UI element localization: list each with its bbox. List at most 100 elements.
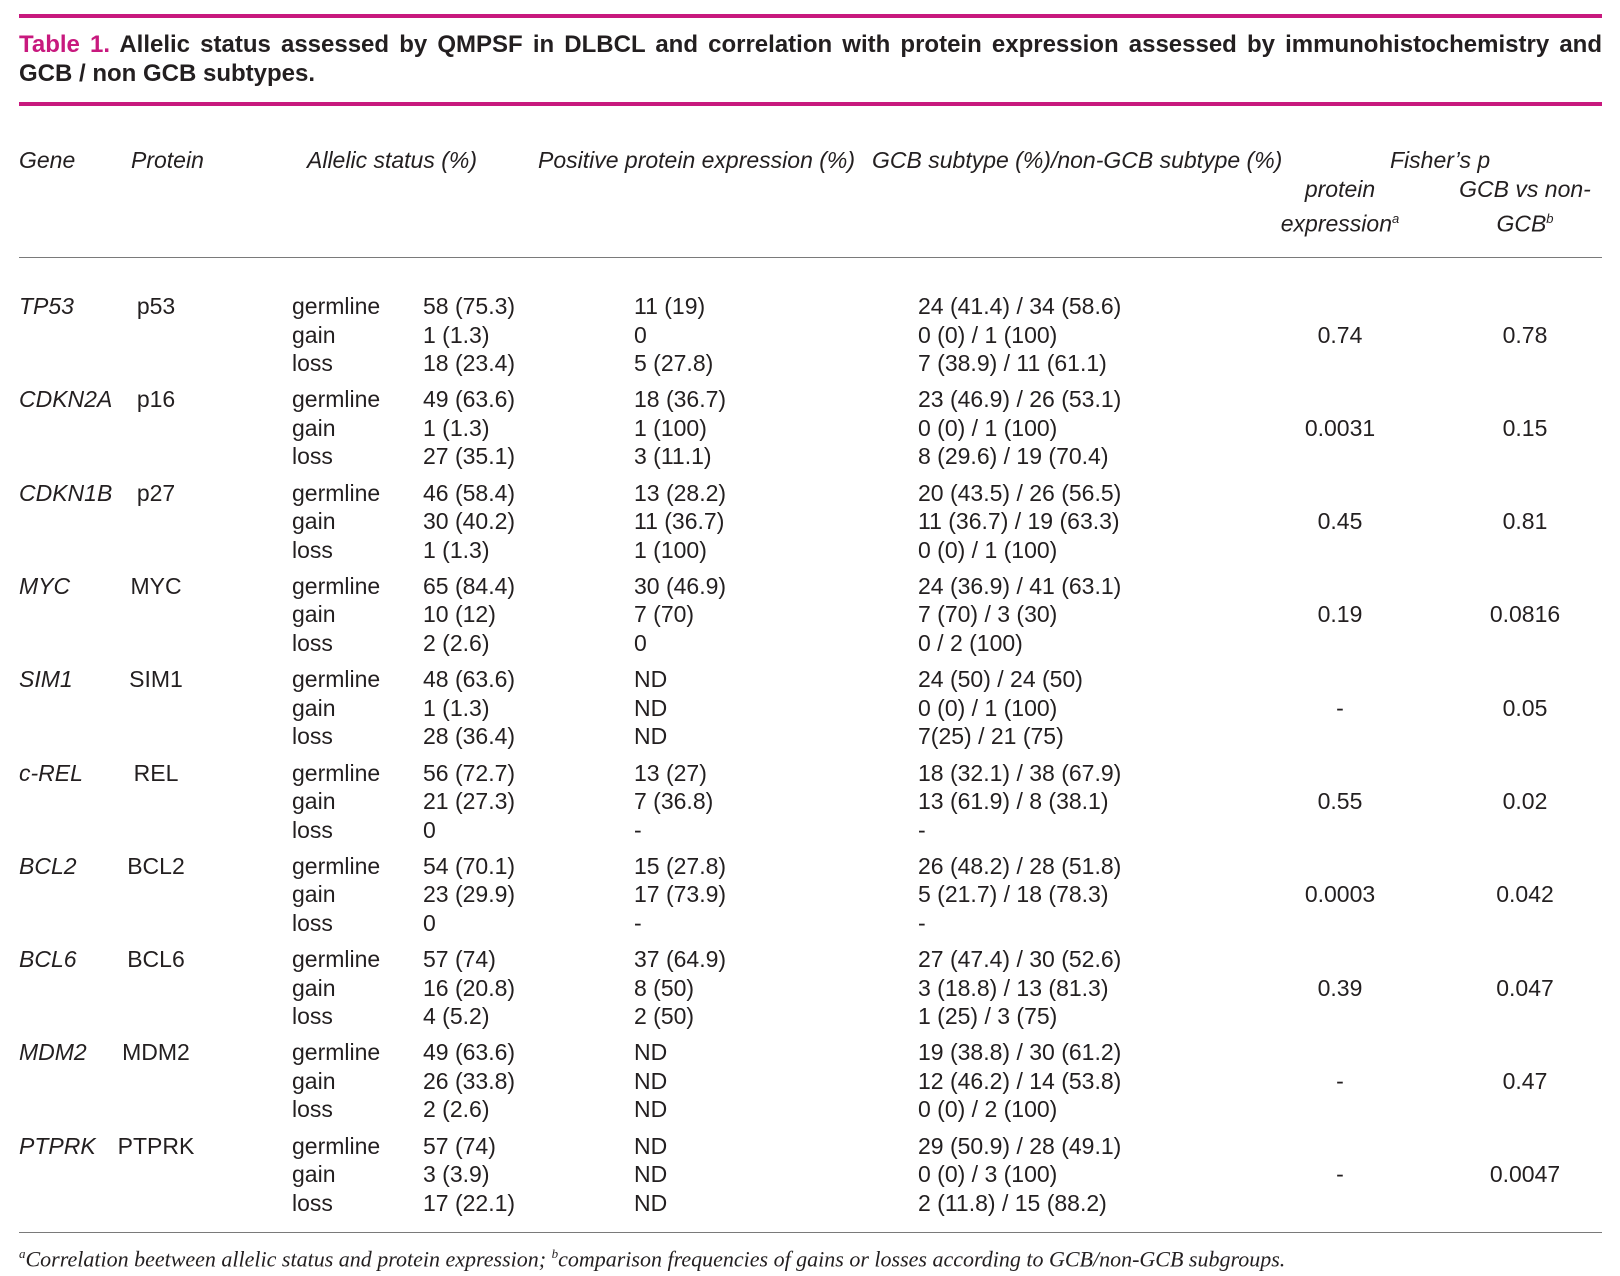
gcb-subtype-value: 0 (0) / 2 (100) <box>918 1096 1058 1123</box>
allelic-status-label: gain <box>292 1067 336 1094</box>
positive-expression-value: 7 (36.8) <box>634 788 714 814</box>
allelic-status-label: gain <box>292 321 336 348</box>
allelic-status-label: germline <box>292 1039 381 1066</box>
positive-expression-value: 30 (46.9) <box>634 572 727 599</box>
fisher-protein-p: 0.74 <box>1317 321 1363 348</box>
gcb-subtype-value: 7 (70) / 3 (30) <box>918 601 1058 628</box>
positive-expression-value: - <box>634 909 642 936</box>
allelic-status-label: gain <box>292 508 336 535</box>
gcb-subtype-value: 0 (0) / 1 (100) <box>918 414 1058 441</box>
allelic-status-label: germline <box>292 666 381 693</box>
fisher-gcb-p: 0.05 <box>1502 694 1548 721</box>
allelic-status-label: germline <box>292 759 381 786</box>
gcb-subtype-value: 20 (43.5) / 26 (56.5) <box>918 479 1122 506</box>
allelic-value: 27 (35.1) <box>423 443 516 470</box>
footnote-sup-b: b <box>551 1246 559 1261</box>
header-fisher: Fisher’s p <box>1390 147 1491 173</box>
gene-name: CDKN2A <box>19 386 113 413</box>
positive-expression-value: 3 (11.1) <box>634 443 712 470</box>
allelic-value: 58 (75.3) <box>423 293 516 319</box>
header-positive-protein: Positive protein expression (%) <box>538 147 856 173</box>
positive-expression-value: ND <box>634 1132 668 1159</box>
table-footnote: aCorrelation beetween allelic status and… <box>19 1246 1285 1272</box>
fisher-gcb-p: 0.47 <box>1502 1067 1548 1094</box>
fisher-protein-p: 0.55 <box>1317 788 1363 814</box>
allelic-status-label: germline <box>292 293 381 319</box>
positive-expression-value: ND <box>634 723 668 750</box>
gcb-subtype-value: 1 (25) / 3 (75) <box>918 1003 1058 1030</box>
gcb-subtype-value: 13 (61.9) / 8 (38.1) <box>918 788 1109 814</box>
allelic-status-label: gain <box>292 1161 336 1188</box>
gene-name: TP53 <box>19 293 74 319</box>
gcb-subtype-value: 0 (0) / 1 (100) <box>918 694 1058 721</box>
positive-expression-value: 0 <box>634 321 647 348</box>
gcb-subtype-value: - <box>918 816 926 843</box>
positive-expression-value: 11 (19) <box>634 293 706 319</box>
footnote-marker-b: b <box>1546 211 1554 226</box>
allelic-status-label: loss <box>292 816 333 843</box>
table-bottom-rule <box>19 1232 1602 1233</box>
fisher-protein-p: 0.19 <box>1317 601 1363 628</box>
fisher-protein-p: 0.39 <box>1317 974 1363 1001</box>
protein-name: SIM1 <box>129 666 183 693</box>
footnote-marker-a: a <box>1392 211 1400 226</box>
gcb-subtype-value: 24 (36.9) / 41 (63.1) <box>918 572 1122 599</box>
header-fisher-protein-line2: expressiona <box>1265 204 1415 239</box>
gcb-subtype-value: 26 (48.2) / 28 (51.8) <box>918 852 1122 879</box>
fisher-gcb-p: 0.15 <box>1502 414 1548 441</box>
gcb-subtype-value: 18 (32.1) / 38 (67.9) <box>918 759 1122 786</box>
allelic-value: 57 (74) <box>423 1132 496 1159</box>
allelic-value: 4 (5.2) <box>423 1003 490 1030</box>
allelic-value: 2 (2.6) <box>423 1096 490 1123</box>
gcb-subtype-value: 2 (11.8) / 15 (88.2) <box>918 1189 1107 1216</box>
allelic-status-label: loss <box>292 1096 333 1123</box>
allelic-status-label: gain <box>292 788 336 814</box>
fisher-protein-p: 0.0031 <box>1304 414 1376 441</box>
fisher-protein-p: 0.0003 <box>1304 881 1376 908</box>
protein-name: BCL6 <box>127 946 185 973</box>
gene-name: CDKN1B <box>19 479 113 506</box>
protein-name: PTPRK <box>117 1132 195 1159</box>
gcb-subtype-value: - <box>918 909 926 936</box>
allelic-value: 0 <box>423 909 436 936</box>
gcb-subtype-value: 27 (47.4) / 30 (52.6) <box>918 946 1122 973</box>
allelic-status-label: loss <box>292 909 333 936</box>
header-fisher-protein-word: expression <box>1280 210 1392 237</box>
positive-expression-value: 5 (27.8) <box>634 350 714 376</box>
positive-expression-value: ND <box>634 1189 668 1216</box>
header-allelic-status: Allelic status (%) <box>307 147 477 173</box>
fisher-gcb-p: 0.042 <box>1496 881 1554 908</box>
positive-expression-value: 1 (100) <box>634 536 707 563</box>
positive-expression-value: - <box>634 816 642 843</box>
header-gene: Gene <box>19 147 76 173</box>
gcb-subtype-value: 3 (18.8) / 13 (81.3) <box>918 974 1109 1001</box>
fisher-gcb-p: 0.0816 <box>1489 601 1561 628</box>
gcb-subtype-value: 0 / 2 (100) <box>918 629 1023 656</box>
protein-name: p16 <box>136 386 176 413</box>
header-bottom-rule <box>19 257 1602 258</box>
fisher-gcb-p: 0.0047 <box>1489 1161 1561 1188</box>
positive-expression-value: ND <box>634 1067 668 1094</box>
allelic-value: 1 (1.3) <box>423 694 490 721</box>
allelic-status-label: gain <box>292 694 336 721</box>
table-caption: Table 1. Allelic status assessed by QMPS… <box>19 30 1602 88</box>
allelic-status-label: loss <box>292 443 333 470</box>
header-fisher-gcb-line2: GCBb <box>1450 204 1600 239</box>
gene-name: SIM1 <box>19 666 73 693</box>
header-fisher-gcb-word: GCB <box>1496 210 1547 237</box>
caption-text: Allelic status assessed by QMPSF in DLBC… <box>19 31 1602 87</box>
positive-expression-value: 8 (50) <box>634 974 695 1001</box>
positive-expression-value: 2 (50) <box>634 1003 695 1030</box>
positive-expression-value: ND <box>634 694 668 721</box>
fisher-gcb-p: 0.02 <box>1502 788 1548 814</box>
positive-expression-value: 13 (27) <box>634 759 707 786</box>
gcb-subtype-value: 29 (50.9) / 28 (49.1) <box>918 1132 1122 1159</box>
header-fisher-gcb-line1: GCB vs non- <box>1459 176 1591 202</box>
positive-expression-value: 11 (36.7) <box>634 508 725 535</box>
fisher-gcb-p: 0.78 <box>1502 321 1548 348</box>
allelic-status-label: gain <box>292 974 336 1001</box>
positive-expression-value: ND <box>634 666 668 693</box>
gcb-subtype-value: 0 (0) / 1 (100) <box>918 536 1058 563</box>
allelic-status-label: germline <box>292 852 381 879</box>
gcb-subtype-value: 12 (46.2) / 14 (53.8) <box>918 1067 1122 1094</box>
